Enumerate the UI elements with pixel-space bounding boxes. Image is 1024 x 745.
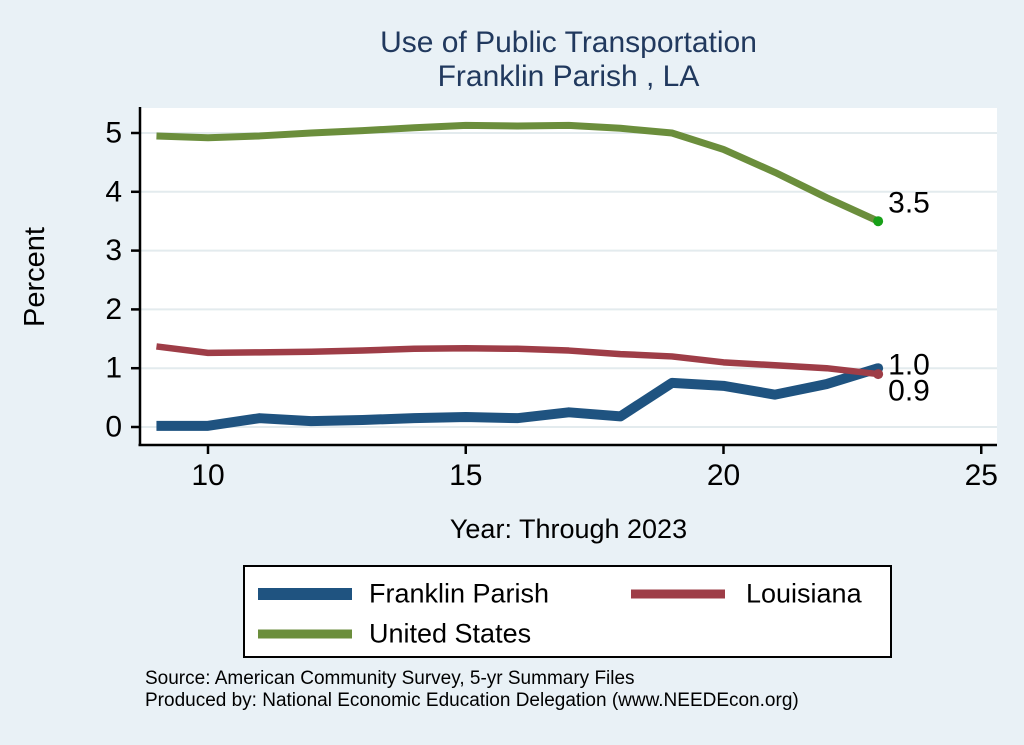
plot-canvas: Percent 0 1 2 3 4 5 10 15 20 25 1.00.9 3.5 [19, 107, 998, 492]
source-line: Source: American Community Survey, 5-yr … [145, 668, 635, 689]
x-axis-title: Year: Through 2023 [449, 514, 688, 544]
x-tick-label: 20 [707, 459, 740, 492]
end-marker-united-states [873, 216, 884, 227]
end-value-label-franklin-parish: 1.0 [888, 349, 930, 382]
end-value-label-louisiana: 0.9 [888, 375, 930, 408]
united-states-line-swatch-icon [258, 629, 352, 639]
x-tick-label: 15 [449, 459, 482, 492]
series-line-louisiana [156, 343, 879, 378]
produced-by-line: Produced by: National Economic Education… [145, 690, 799, 711]
x-tick-label: 25 [965, 459, 998, 492]
y-tick-label: 4 [105, 175, 122, 208]
y-axis-title: Percent [19, 227, 51, 327]
y-tick-label: 2 [105, 293, 122, 326]
chart-title-line1: Use of Public Transportation [380, 26, 757, 59]
louisiana-line-swatch-icon [631, 589, 725, 599]
y-tick-label: 0 [105, 411, 122, 444]
plot-area [140, 108, 997, 445]
legend: Franklin Parish Louisiana United States [243, 565, 892, 658]
series-line-franklin-parish [156, 363, 880, 431]
y-tick-label: 5 [105, 117, 122, 150]
chart-title: Use of Public Transportation Franklin Pa… [140, 26, 997, 94]
legend-label-united-states: United States [369, 618, 532, 649]
end-marker-louisiana [873, 369, 884, 380]
series-line-united-states [156, 121, 880, 225]
legend-label-louisiana: Louisiana [746, 578, 862, 609]
y-tick-label: 1 [105, 352, 122, 385]
source-note: Source: American Community Survey, 5-yr … [145, 668, 799, 712]
y-tick-label: 3 [105, 234, 122, 267]
legend-label-franklin-parish: Franklin Parish [369, 578, 550, 609]
end-value-label-united-states: 3.5 [888, 187, 930, 220]
x-tick-label: 10 [191, 459, 224, 492]
franklin-parish-line-swatch-icon [258, 588, 352, 600]
chart-title-line2: Franklin Parish , LA [437, 60, 700, 93]
